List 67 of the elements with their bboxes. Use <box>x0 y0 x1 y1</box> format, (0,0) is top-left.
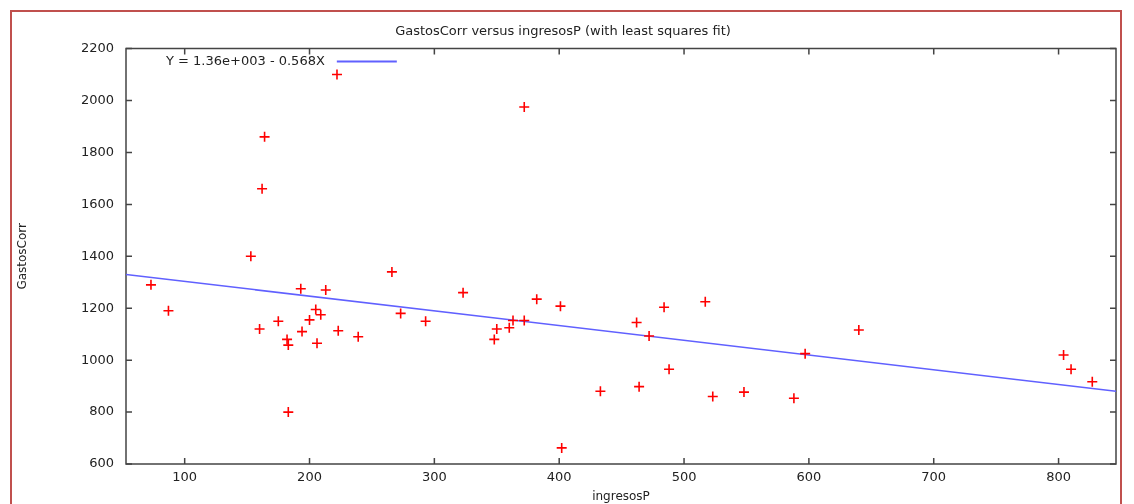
y-tick-label: 1400 <box>80 247 114 263</box>
point <box>788 392 800 405</box>
point <box>419 315 432 328</box>
point <box>503 321 516 334</box>
point <box>1065 363 1077 376</box>
point <box>256 183 268 195</box>
y-tick-label: 1800 <box>80 143 114 159</box>
point <box>594 385 607 398</box>
point <box>394 307 407 320</box>
y-axis-title: GastosCorr <box>15 222 30 290</box>
point <box>663 363 675 376</box>
point <box>490 323 503 335</box>
y-tick-label: 1000 <box>80 351 114 367</box>
point <box>738 386 750 398</box>
point <box>245 250 257 263</box>
point <box>319 284 332 296</box>
point <box>507 314 519 327</box>
point <box>162 305 175 317</box>
point <box>332 325 345 337</box>
point <box>1086 375 1099 388</box>
x-tick-label: 300 <box>421 469 447 485</box>
x-tick-label: 200 <box>297 469 322 485</box>
point <box>530 293 543 305</box>
point <box>282 339 295 351</box>
x-tick-label: 800 <box>1046 469 1071 485</box>
x-tick-label: 600 <box>796 469 822 485</box>
point <box>311 337 323 350</box>
x-tick-label: 100 <box>172 469 198 485</box>
point <box>352 330 365 343</box>
x-tick-label: 400 <box>546 469 572 485</box>
x-axis-title: ingresosP <box>592 488 650 503</box>
point <box>272 315 285 328</box>
point <box>658 301 670 313</box>
y-tick-label: 600 <box>89 455 114 471</box>
point <box>145 279 157 291</box>
x-tick-label: 500 <box>671 469 697 485</box>
point <box>457 286 469 299</box>
point <box>1057 349 1070 361</box>
point <box>296 325 308 338</box>
y-tick-label: 1200 <box>80 299 114 315</box>
point <box>699 295 712 308</box>
legend-label: Y = 1.36e+003 - 0.568X <box>165 52 325 68</box>
point <box>294 282 307 295</box>
y-tick-label: 2000 <box>80 91 114 107</box>
point <box>253 323 266 335</box>
point <box>853 324 865 336</box>
point <box>799 347 811 360</box>
point <box>643 330 655 342</box>
point <box>633 380 645 393</box>
point <box>331 68 343 81</box>
point <box>282 406 295 418</box>
point <box>518 101 531 113</box>
point <box>555 442 568 454</box>
chart-title: GastosCorr versus ingresosP (with least squares fit) <box>395 23 731 39</box>
point <box>518 314 531 327</box>
point <box>554 300 567 312</box>
point <box>488 333 501 346</box>
y-tick-label: 1600 <box>80 195 114 211</box>
point <box>258 131 271 143</box>
y-tick-label: 800 <box>89 403 114 419</box>
point <box>386 266 398 278</box>
point <box>706 390 719 403</box>
point <box>630 316 643 329</box>
y-tick-label: 2200 <box>80 39 114 55</box>
point <box>281 333 293 346</box>
point <box>303 314 316 326</box>
x-tick-label: 700 <box>921 469 947 485</box>
